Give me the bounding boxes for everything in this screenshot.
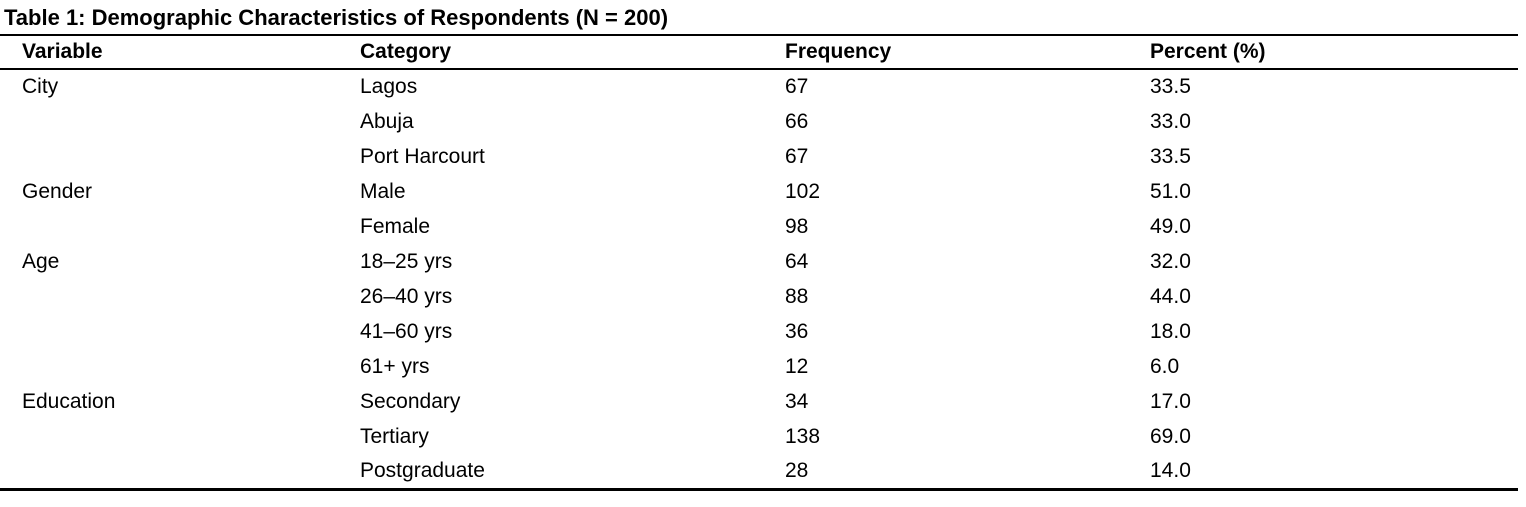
cell-percent: 18.0: [1150, 319, 1191, 343]
cell-variable: [0, 349, 360, 384]
table-row: Tertiary 138 69.0: [0, 419, 1518, 454]
header-row: Variable Category Frequency Percent (%): [0, 35, 1518, 70]
cell-category: 18–25 yrs: [360, 249, 453, 273]
cell-variable: [0, 419, 360, 454]
cell-category: Abuja: [360, 109, 414, 133]
table-body: City Lagos 67 33.5 Abuja 66 33.0 Port Harcourt 6…: [0, 69, 1518, 489]
cell-variable: [0, 104, 360, 139]
cell-percent: 33.5: [1150, 75, 1191, 98]
column-header-frequency: Frequency: [785, 35, 1150, 70]
cell-percent: 69.0: [1150, 424, 1191, 448]
cell-variable: Gender: [22, 179, 93, 203]
cell-frequency: 28: [785, 458, 809, 482]
table-row: 61+ yrs 12 6.0: [0, 349, 1518, 384]
cell-frequency: 88: [785, 284, 809, 308]
cell-frequency: 138: [785, 424, 821, 448]
table-row: 26–40 yrs 88 44.0: [0, 279, 1518, 314]
cell-frequency: 64: [785, 249, 809, 273]
cell-category: 61+ yrs: [360, 354, 430, 378]
cell-category: Female: [360, 214, 431, 238]
cell-variable: [0, 314, 360, 349]
cell-frequency: 67: [785, 144, 809, 168]
column-header-percent: Percent (%): [1150, 35, 1518, 70]
cell-variable: [0, 454, 360, 489]
cell-category: Postgraduate: [360, 458, 485, 482]
cell-percent: 14.0: [1150, 458, 1191, 482]
cell-frequency: 66: [785, 109, 809, 133]
cell-frequency: 67: [785, 75, 809, 98]
cell-category: Lagos: [360, 75, 418, 98]
table-row: Gender Male 102 51.0: [0, 174, 1518, 209]
table-row: Female 98 49.0: [0, 209, 1518, 244]
cell-percent: 44.0: [1150, 284, 1191, 308]
cell-percent: 33.0: [1150, 109, 1191, 133]
cell-category: Male: [360, 179, 406, 203]
table-row: Abuja 66 33.0: [0, 104, 1518, 139]
cell-percent: 49.0: [1150, 214, 1191, 238]
cell-frequency: 36: [785, 319, 809, 343]
cell-variable: Education: [22, 389, 116, 413]
cell-category: 26–40 yrs: [360, 284, 453, 308]
cell-variable: [0, 139, 360, 174]
cell-variable: City: [22, 75, 59, 98]
cell-frequency: 102: [785, 179, 821, 203]
table-row: Education Secondary 34 17.0: [0, 384, 1518, 419]
table-caption: Table 1: Demographic Characteristics of …: [4, 5, 669, 30]
column-header-variable: Variable: [0, 35, 360, 70]
cell-category: Secondary: [360, 389, 461, 413]
cell-variable: [0, 279, 360, 314]
cell-frequency: 98: [785, 214, 809, 238]
cell-frequency: 12: [785, 354, 809, 378]
table-row: Postgraduate 28 14.0: [0, 454, 1518, 489]
document-page: Table 1: Demographic Characteristics of …: [0, 5, 1518, 491]
table-row: Port Harcourt 67 33.5: [0, 139, 1518, 174]
cell-percent: 33.5: [1150, 144, 1191, 168]
cell-category: Port Harcourt: [360, 144, 485, 168]
column-header-category: Category: [360, 35, 785, 70]
cell-percent: 17.0: [1150, 389, 1191, 413]
cell-frequency: 34: [785, 389, 809, 413]
table-header: Variable Category Frequency Percent (%): [0, 35, 1518, 70]
cell-variable: Age: [22, 249, 60, 273]
cell-percent: 6.0: [1150, 354, 1180, 378]
demographics-table: Variable Category Frequency Percent (%) …: [0, 34, 1518, 491]
table-row: 41–60 yrs 36 18.0: [0, 314, 1518, 349]
table-row: City Lagos 67 33.5: [0, 69, 1518, 104]
cell-percent: 51.0: [1150, 179, 1191, 203]
table-row: Age 18–25 yrs 64 32.0: [0, 244, 1518, 279]
cell-category: 41–60 yrs: [360, 319, 453, 343]
cell-percent: 32.0: [1150, 249, 1191, 273]
cell-variable: [0, 209, 360, 244]
cell-category: Tertiary: [360, 424, 429, 448]
